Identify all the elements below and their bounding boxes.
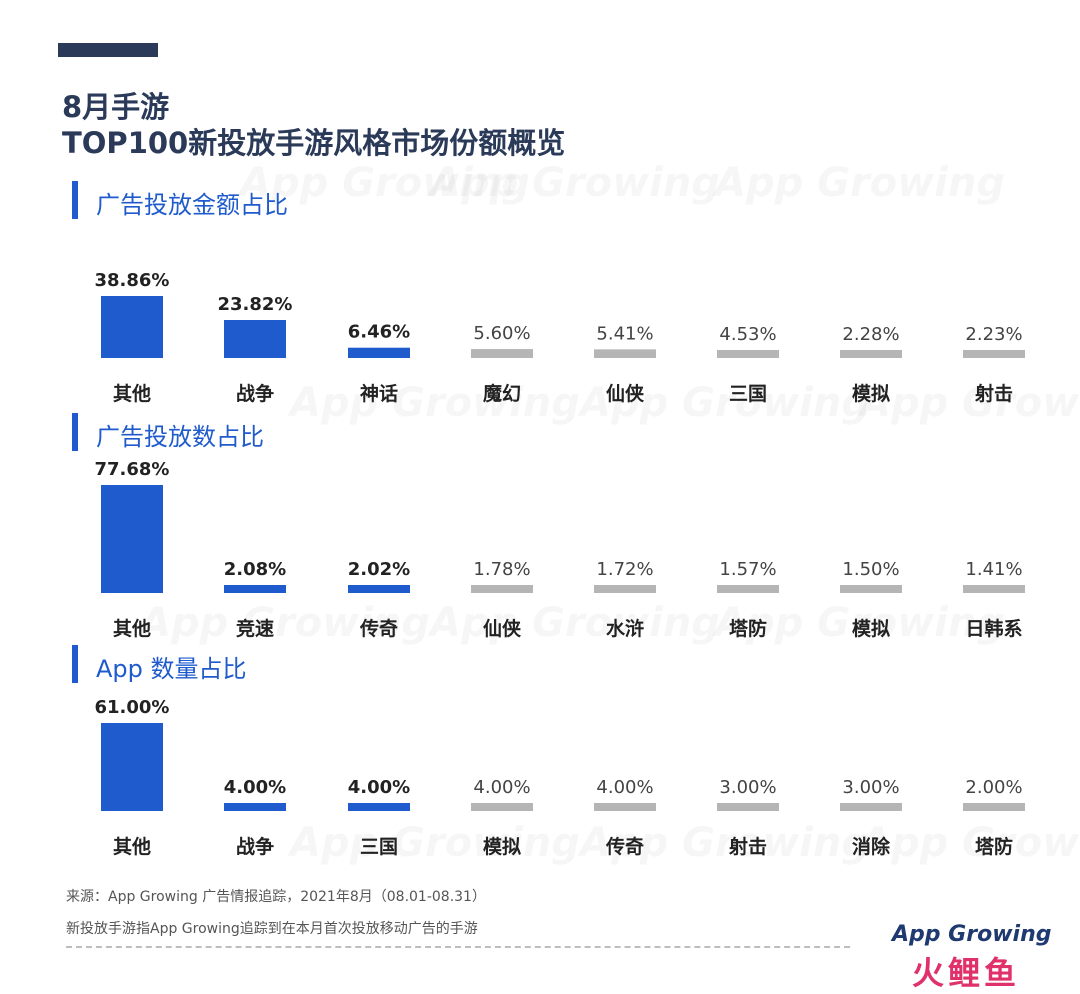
bar-2: [224, 803, 286, 811]
bar-1: [101, 723, 163, 811]
section-accent-1: [72, 181, 78, 219]
footer-note: 新投放手游指App Growing追踪到在本月首次投放移动广告的手游: [66, 921, 478, 937]
chart-app-count-share: 61.00% 其他 4.00% 战争 4.00% 三国 4.00% 模拟 4.00% 传奇 3.00…: [95, 697, 1025, 858]
data-label-2: 2.08%: [224, 559, 286, 580]
data-label-7: 2.28%: [842, 324, 899, 345]
data-label-3: 4.00%: [348, 777, 410, 798]
data-label-1: 77.68%: [95, 459, 170, 480]
category-label-5: 仙侠: [606, 382, 645, 405]
bar-6: [717, 803, 779, 811]
category-label-1: 其他: [113, 835, 151, 858]
bar-8: [963, 350, 1025, 358]
category-label-4: 魔幻: [483, 382, 521, 405]
data-label-8: 2.00%: [965, 777, 1022, 798]
bar-3: [348, 803, 410, 811]
bar-5: [594, 349, 656, 358]
data-label-6: 1.57%: [719, 559, 776, 580]
category-label-3: 传奇: [359, 617, 398, 640]
bar-1: [101, 485, 163, 593]
page-title-line1: 8月手游: [62, 90, 170, 124]
section-accent-2: [72, 413, 78, 451]
header-accent-bar: [58, 43, 158, 57]
bar-7: [840, 803, 902, 811]
category-label-8: 塔防: [975, 835, 1013, 858]
bar-2: [224, 585, 286, 593]
brand-logo-text-2: 火鲤鱼: [912, 954, 1021, 992]
data-label-5: 5.41%: [596, 323, 653, 344]
bar-3: [348, 585, 410, 593]
category-label-4: 仙侠: [483, 617, 522, 640]
bar-4: [471, 803, 533, 811]
data-label-1: 38.86%: [95, 270, 170, 291]
category-label-1: 其他: [113, 382, 151, 405]
data-label-7: 1.50%: [842, 559, 899, 580]
bar-5: [594, 803, 656, 811]
category-label-2: 战争: [236, 382, 274, 405]
data-label-8: 1.41%: [965, 559, 1022, 580]
data-label-6: 3.00%: [719, 777, 776, 798]
data-label-7: 3.00%: [842, 777, 899, 798]
bar-1: [101, 296, 163, 358]
data-label-5: 1.72%: [596, 559, 653, 580]
bar-8: [963, 585, 1025, 593]
category-label-7: 消除: [852, 835, 891, 858]
page-title-line2: TOP100新投放手游风格市场份额概览: [62, 126, 566, 160]
bar-4: [471, 585, 533, 593]
category-label-4: 模拟: [483, 835, 521, 858]
chart-ad-spend-share: 38.86% 其他 23.82% 战争 6.46% 神话 5.60% 魔幻 5.41% 仙侠 4.5…: [95, 270, 1025, 405]
data-label-6: 4.53%: [719, 324, 776, 345]
section-accent-3: [72, 645, 78, 683]
bar-2: [224, 319, 286, 358]
category-label-5: 水浒: [606, 617, 644, 640]
chart-ad-count-share: 77.68% 其他 2.08% 竞速 2.02% 传奇 1.78% 仙侠 1.72% 水浒 1.57…: [95, 459, 1025, 640]
data-label-4: 5.60%: [473, 323, 530, 344]
logo-placeholder: [922, 38, 1040, 148]
bar-6: [717, 585, 779, 593]
data-label-1: 61.00%: [95, 697, 170, 718]
category-label-2: 战争: [236, 835, 274, 858]
category-label-3: 三国: [360, 836, 398, 858]
footer-source: 来源：App Growing 广告情报追踪，2021年8月（08.01-08.3…: [66, 889, 486, 905]
data-label-2: 23.82%: [218, 294, 293, 315]
bar-7: [840, 585, 902, 593]
section-title-1: 广告投放金额占比: [96, 191, 288, 219]
data-label-3: 6.46%: [348, 322, 410, 343]
brand-logo-text: App Growing: [892, 922, 1052, 947]
category-label-5: 传奇: [605, 835, 644, 858]
category-label-8: 射击: [974, 382, 1013, 405]
section-title-2: 广告投放数占比: [96, 423, 264, 451]
category-label-2: 竞速: [236, 617, 274, 640]
data-label-5: 4.00%: [596, 777, 653, 798]
category-label-6: 三国: [729, 383, 767, 405]
category-label-6: 射击: [728, 835, 767, 858]
section-title-3: App 数量占比: [96, 655, 247, 683]
footer-divider: [66, 946, 850, 948]
bar-3: [348, 347, 410, 358]
data-label-3: 2.02%: [348, 559, 410, 580]
watermark: App Growing: [430, 160, 720, 206]
data-label-8: 2.23%: [965, 324, 1022, 345]
data-label-2: 4.00%: [224, 777, 286, 798]
data-label-4: 1.78%: [473, 559, 530, 580]
category-label-7: 模拟: [852, 617, 890, 640]
bar-8: [963, 803, 1025, 811]
category-label-3: 神话: [360, 382, 398, 405]
bar-5: [594, 585, 656, 593]
category-label-7: 模拟: [852, 382, 890, 405]
category-label-6: 塔防: [729, 617, 767, 640]
bar-4: [471, 349, 533, 358]
watermark: App Growing: [715, 160, 1005, 206]
bar-7: [840, 350, 902, 358]
category-label-1: 其他: [113, 617, 151, 640]
bar-6: [717, 350, 779, 358]
category-label-8: 日韩系: [965, 617, 1022, 640]
data-label-4: 4.00%: [473, 777, 530, 798]
